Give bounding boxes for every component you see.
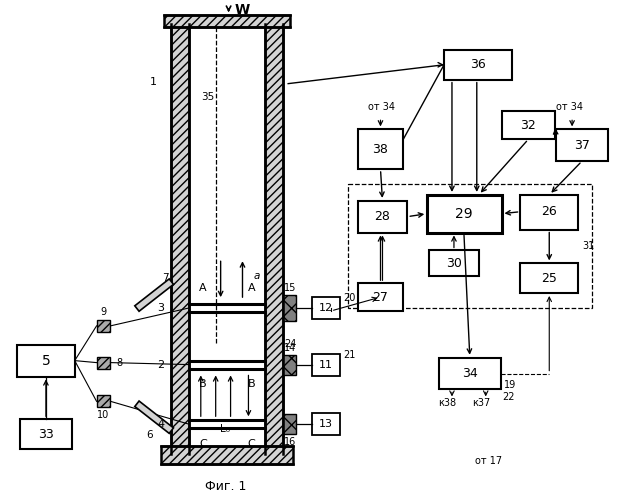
Bar xyxy=(312,354,340,376)
Text: 8: 8 xyxy=(117,358,123,368)
Bar xyxy=(312,413,340,435)
Text: Фиг. 1: Фиг. 1 xyxy=(205,480,246,493)
Bar xyxy=(358,130,404,169)
Text: от 34: от 34 xyxy=(368,102,394,113)
Text: 15: 15 xyxy=(284,283,296,293)
Text: 14: 14 xyxy=(284,342,296,352)
Bar xyxy=(97,356,110,368)
Text: 22: 22 xyxy=(502,392,515,402)
Bar xyxy=(556,130,608,161)
Text: 26: 26 xyxy=(541,205,557,218)
Bar xyxy=(358,201,407,232)
Text: 21: 21 xyxy=(343,350,355,360)
Text: A: A xyxy=(247,283,255,293)
Bar xyxy=(161,446,293,464)
Bar xyxy=(171,24,189,454)
Bar xyxy=(164,15,290,27)
Text: 34: 34 xyxy=(462,367,478,380)
Text: 27: 27 xyxy=(373,290,388,304)
Bar xyxy=(283,295,296,321)
Text: C: C xyxy=(247,439,255,449)
Text: от 17: от 17 xyxy=(475,456,502,466)
Text: 35: 35 xyxy=(201,92,215,102)
Text: 10: 10 xyxy=(97,410,110,420)
Text: 29: 29 xyxy=(455,206,472,220)
Bar xyxy=(312,297,340,319)
Text: W: W xyxy=(235,3,250,17)
Text: 12: 12 xyxy=(319,303,333,313)
Text: 37: 37 xyxy=(574,138,590,151)
Text: 20: 20 xyxy=(343,293,355,303)
Bar xyxy=(502,112,556,139)
Text: B: B xyxy=(199,380,206,390)
Text: 7: 7 xyxy=(162,273,169,283)
Text: 6: 6 xyxy=(146,430,153,440)
Polygon shape xyxy=(135,401,174,434)
Text: 36: 36 xyxy=(470,58,485,71)
Bar xyxy=(283,354,296,374)
Bar xyxy=(97,396,110,407)
Bar xyxy=(97,320,110,332)
Text: 4: 4 xyxy=(157,419,165,429)
Bar xyxy=(265,24,283,454)
Text: 2: 2 xyxy=(157,360,165,370)
Bar xyxy=(520,264,578,293)
Text: B: B xyxy=(247,380,255,390)
Polygon shape xyxy=(135,279,174,312)
Text: 11: 11 xyxy=(319,360,333,370)
Bar xyxy=(17,344,75,376)
Text: C: C xyxy=(199,439,206,449)
Bar xyxy=(348,184,592,308)
Text: 24: 24 xyxy=(284,338,296,348)
Text: 13: 13 xyxy=(319,419,333,429)
Text: 28: 28 xyxy=(374,210,391,223)
Text: 25: 25 xyxy=(541,272,557,284)
Text: к38: к38 xyxy=(438,398,456,408)
Bar xyxy=(20,419,72,449)
Text: к37: к37 xyxy=(472,398,490,408)
Text: A: A xyxy=(199,283,206,293)
Text: 31: 31 xyxy=(582,242,594,252)
Text: 3: 3 xyxy=(157,303,164,313)
Text: 16: 16 xyxy=(284,437,296,447)
Text: L₀: L₀ xyxy=(219,424,229,434)
Bar xyxy=(429,250,479,276)
Text: 30: 30 xyxy=(446,257,462,270)
Text: 5: 5 xyxy=(42,354,50,368)
Text: 9: 9 xyxy=(100,307,107,317)
Bar xyxy=(520,195,578,230)
Text: 32: 32 xyxy=(521,119,536,132)
Text: 1: 1 xyxy=(149,76,157,86)
Text: от 34: от 34 xyxy=(556,102,583,113)
Text: 33: 33 xyxy=(38,428,54,440)
Bar xyxy=(358,283,404,311)
Text: 19: 19 xyxy=(505,380,516,390)
Bar xyxy=(444,50,511,80)
Bar xyxy=(283,414,296,434)
Bar xyxy=(439,358,500,390)
Bar xyxy=(427,195,502,232)
Text: 38: 38 xyxy=(373,142,388,156)
Text: a: a xyxy=(253,271,260,281)
